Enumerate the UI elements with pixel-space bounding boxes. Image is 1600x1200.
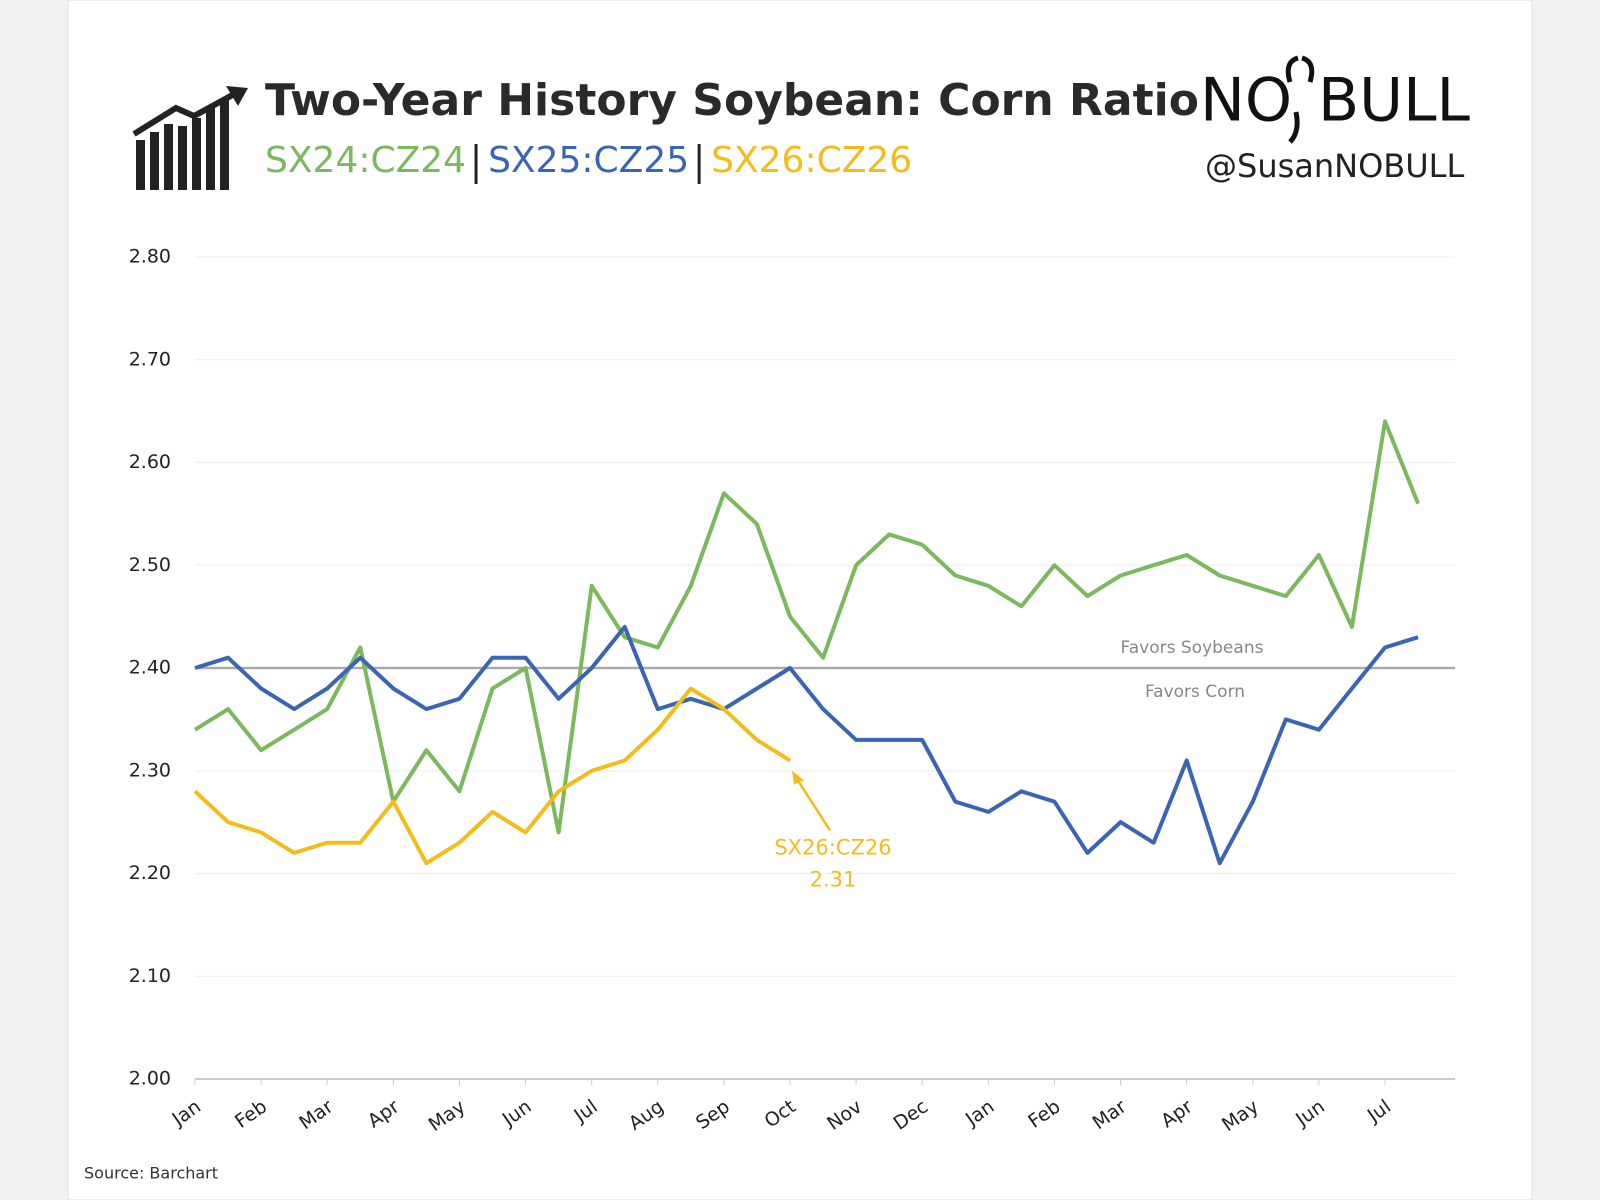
series-line xyxy=(193,686,792,866)
y-tick-label: 2.40 xyxy=(129,657,171,679)
brand-handle: @SusanNOBULL xyxy=(1205,147,1464,185)
chart-icon xyxy=(132,86,248,190)
series-line xyxy=(193,419,1420,835)
reference-above-label: Favors Soybeans xyxy=(1121,638,1264,658)
chart-title: Two-Year History Soybean: Corn Ratio xyxy=(265,75,1199,126)
legend-entry: SX25:CZ25 xyxy=(488,140,689,181)
brand-icon xyxy=(1285,55,1315,144)
legend-entry: SX26:CZ26 xyxy=(711,140,912,181)
annotation-arrowhead xyxy=(792,770,804,785)
brand-right: BULL xyxy=(1318,66,1471,136)
y-tick-label: 2.80 xyxy=(129,246,171,268)
annotation-value: 2.31 xyxy=(810,867,857,891)
y-tick-label: 2.50 xyxy=(129,554,171,576)
y-tick-label: 2.20 xyxy=(129,862,171,884)
y-tick-label: 2.70 xyxy=(129,348,171,370)
series-line xyxy=(194,624,1419,866)
y-tick-label: 2.10 xyxy=(129,965,171,987)
y-tick-label: 2.00 xyxy=(129,1068,171,1090)
y-tick-label: 2.30 xyxy=(129,759,171,781)
brand-left: NO xyxy=(1200,66,1292,136)
y-tick-label: 2.60 xyxy=(129,451,171,473)
source-note: Source: Barchart xyxy=(84,1164,218,1183)
reference-below-label: Favors Corn xyxy=(1145,682,1245,702)
annotation-label: SX26:CZ26 xyxy=(774,835,891,859)
card xyxy=(67,0,1533,1200)
legend-entry: SX24:CZ24 xyxy=(265,140,466,181)
legend: SX24:CZ24 SX25:CZ25 SX26:CZ26 xyxy=(265,140,912,184)
annotation-arrow xyxy=(792,773,832,832)
